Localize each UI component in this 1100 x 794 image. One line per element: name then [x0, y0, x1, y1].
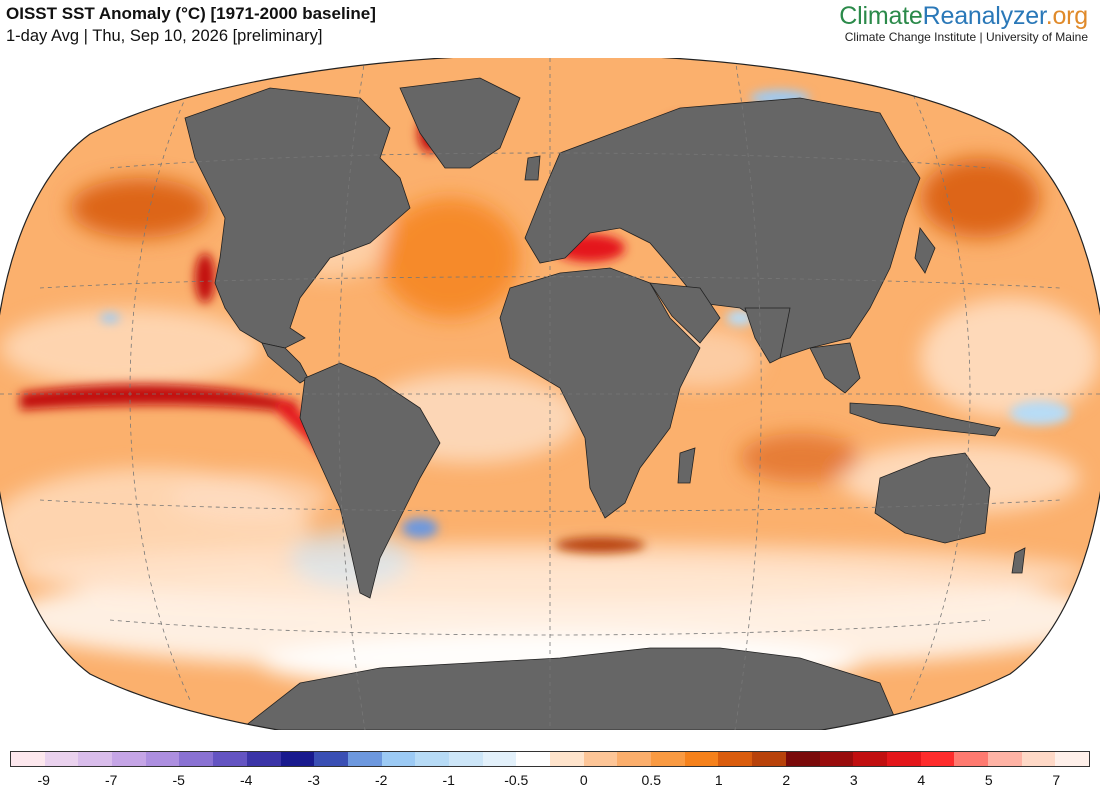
colorbar-segment — [516, 752, 550, 766]
uk — [524, 155, 541, 181]
colorbar-tick-label: 5 — [984, 772, 993, 788]
colorbar-segment — [213, 752, 247, 766]
colorbar-segment — [246, 752, 281, 766]
colorbar-tick-label: -9 — [37, 772, 50, 788]
southeast-asia — [809, 342, 861, 394]
colorbar-segment — [1021, 752, 1056, 766]
colorbar-tick-label: -5 — [172, 772, 185, 788]
japan — [914, 227, 936, 274]
colorbar-segment — [785, 752, 820, 766]
brand-name-part3: .org — [1045, 2, 1088, 30]
arabia — [649, 282, 721, 344]
page-title: OISST SST Anomaly (°C) [1971-2000 baseli… — [6, 4, 376, 23]
colorbar-segment — [920, 752, 955, 766]
indonesia — [849, 402, 1001, 437]
colorbar-segment — [651, 752, 685, 766]
india — [744, 307, 791, 364]
colorbar-segment — [550, 752, 584, 766]
colorbar-segment — [112, 752, 146, 766]
colorbar-segment — [752, 752, 786, 766]
eurasia — [524, 97, 921, 359]
colorbar-tick-label: 4 — [917, 772, 926, 788]
colorbar-segment — [314, 752, 348, 766]
globe-outline — [0, 58, 1100, 730]
south-america — [299, 362, 441, 599]
colorbar-tick-label: -7 — [105, 772, 118, 788]
colorbar-tick-label: 1 — [714, 772, 723, 788]
colorbar-segment — [280, 752, 315, 766]
colorbar-segment — [853, 752, 887, 766]
colorbar-segment — [1055, 752, 1089, 766]
colorbar-segment — [482, 752, 517, 766]
brand-name: ClimateReanalyzer.org — [839, 2, 1088, 31]
colorbar-segment — [583, 752, 618, 766]
colorbar-legend — [10, 751, 1090, 767]
antarctica — [238, 647, 901, 730]
world-map-icon — [0, 58, 1100, 730]
colorbar-tick-label: 7 — [1052, 772, 1061, 788]
colorbar-segment — [448, 752, 483, 766]
colorbar-tick-label: -3 — [307, 772, 320, 788]
colorbar-tick-label: -2 — [375, 772, 388, 788]
colorbar-segment — [954, 752, 988, 766]
brand-subtitle: Climate Change Institute | University of… — [844, 30, 1088, 44]
colorbar-segment — [819, 752, 854, 766]
brand-name-part1: Climate — [839, 2, 923, 30]
colorbar-segment — [684, 752, 719, 766]
colorbar-segment — [617, 752, 652, 766]
brand-logo[interactable]: ClimateReanalyzer.org Climate Change Ins… — [839, 2, 1088, 44]
colorbar-segment — [179, 752, 214, 766]
colorbar-tick-label: 0 — [579, 772, 588, 788]
colorbar-tick-label: -1 — [442, 772, 455, 788]
colorbar-segment — [44, 752, 79, 766]
colorbar-tick-label: -4 — [240, 772, 253, 788]
colorbar-segment — [381, 752, 416, 766]
colorbar-tick-label: 3 — [849, 772, 858, 788]
madagascar — [677, 447, 696, 484]
land-masses — [184, 77, 1026, 730]
colorbar-segment — [11, 752, 45, 766]
colorbar-tick-label: -0.5 — [504, 772, 529, 788]
colorbar-segment — [987, 752, 1022, 766]
north-america — [184, 87, 411, 349]
brand-name-part2: Reanalyzer — [922, 2, 1046, 30]
colorbar-segment — [347, 752, 382, 766]
colorbar-tick-label: 0.5 — [641, 772, 661, 788]
colorbar-segment — [78, 752, 113, 766]
central-america — [261, 342, 309, 384]
colorbar-segment — [145, 752, 180, 766]
colorbar-ticks: -9-7-5-4-3-2-1-0.500.51234579 — [10, 772, 1090, 792]
colorbar-tick-label: 2 — [782, 772, 791, 788]
new-zealand — [1011, 547, 1026, 574]
colorbar-segment — [415, 752, 449, 766]
colorbar-segment — [886, 752, 921, 766]
greenland — [399, 77, 521, 169]
colorbar-segment — [718, 752, 753, 766]
graticule — [0, 58, 1100, 730]
page-subtitle: 1-day Avg | Thu, Sep 10, 2026 [prelimina… — [6, 27, 323, 45]
